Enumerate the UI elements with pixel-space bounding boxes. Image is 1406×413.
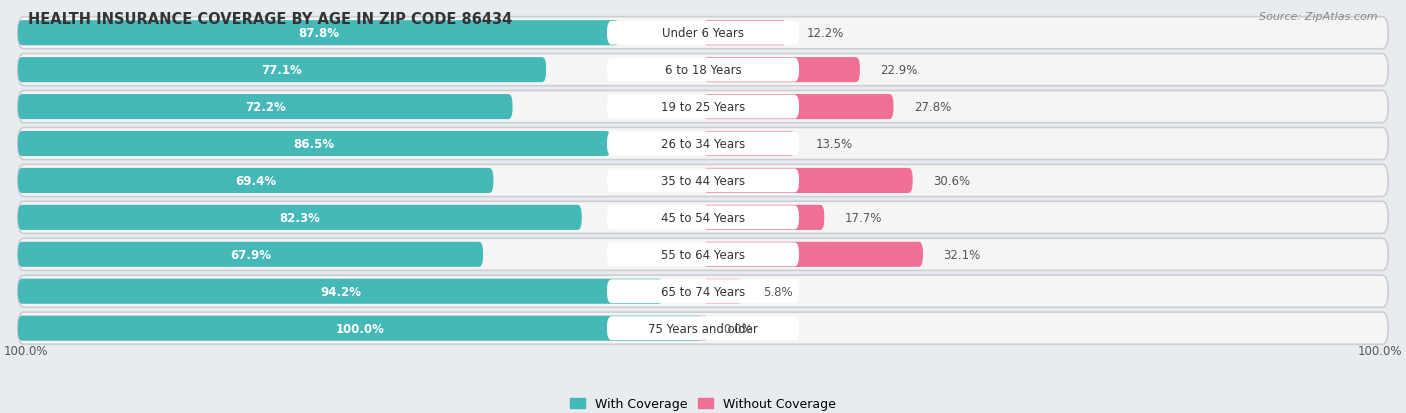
- FancyBboxPatch shape: [607, 243, 799, 266]
- Text: 65 to 74 Years: 65 to 74 Years: [661, 285, 745, 298]
- Text: 30.6%: 30.6%: [934, 175, 970, 188]
- FancyBboxPatch shape: [18, 128, 1388, 160]
- FancyBboxPatch shape: [18, 165, 1388, 197]
- Text: 27.8%: 27.8%: [914, 101, 952, 114]
- Text: 87.8%: 87.8%: [298, 27, 339, 40]
- FancyBboxPatch shape: [18, 132, 610, 157]
- FancyBboxPatch shape: [18, 21, 620, 46]
- FancyBboxPatch shape: [703, 169, 912, 194]
- FancyBboxPatch shape: [18, 205, 582, 230]
- FancyBboxPatch shape: [699, 316, 707, 341]
- FancyBboxPatch shape: [607, 59, 799, 82]
- Text: Under 6 Years: Under 6 Years: [662, 27, 744, 40]
- Text: 82.3%: 82.3%: [280, 211, 321, 224]
- FancyBboxPatch shape: [607, 132, 799, 156]
- FancyBboxPatch shape: [703, 205, 824, 230]
- FancyBboxPatch shape: [18, 95, 513, 120]
- FancyBboxPatch shape: [703, 132, 796, 157]
- FancyBboxPatch shape: [607, 316, 799, 340]
- Text: HEALTH INSURANCE COVERAGE BY AGE IN ZIP CODE 86434: HEALTH INSURANCE COVERAGE BY AGE IN ZIP …: [28, 12, 512, 27]
- Text: 67.9%: 67.9%: [231, 248, 271, 261]
- Text: 19 to 25 Years: 19 to 25 Years: [661, 101, 745, 114]
- FancyBboxPatch shape: [607, 22, 799, 45]
- FancyBboxPatch shape: [18, 202, 1388, 234]
- FancyBboxPatch shape: [607, 169, 799, 193]
- FancyBboxPatch shape: [703, 242, 922, 267]
- Text: 77.1%: 77.1%: [262, 64, 302, 77]
- Legend: With Coverage, Without Coverage: With Coverage, Without Coverage: [565, 392, 841, 413]
- Text: 13.5%: 13.5%: [815, 138, 853, 151]
- FancyBboxPatch shape: [607, 206, 799, 230]
- Text: 55 to 64 Years: 55 to 64 Years: [661, 248, 745, 261]
- Text: 0.0%: 0.0%: [724, 322, 754, 335]
- FancyBboxPatch shape: [703, 95, 893, 120]
- Text: 75 Years and older: 75 Years and older: [648, 322, 758, 335]
- FancyBboxPatch shape: [18, 312, 1388, 344]
- Text: 100.0%: 100.0%: [4, 344, 49, 357]
- Text: Source: ZipAtlas.com: Source: ZipAtlas.com: [1260, 12, 1378, 22]
- Text: 72.2%: 72.2%: [245, 101, 285, 114]
- FancyBboxPatch shape: [18, 275, 1388, 308]
- FancyBboxPatch shape: [607, 95, 799, 119]
- Text: 26 to 34 Years: 26 to 34 Years: [661, 138, 745, 151]
- FancyBboxPatch shape: [18, 18, 1388, 50]
- Text: 69.4%: 69.4%: [235, 175, 276, 188]
- Text: 17.7%: 17.7%: [845, 211, 882, 224]
- Text: 6 to 18 Years: 6 to 18 Years: [665, 64, 741, 77]
- FancyBboxPatch shape: [703, 58, 860, 83]
- Text: 100.0%: 100.0%: [1357, 344, 1402, 357]
- FancyBboxPatch shape: [18, 58, 546, 83]
- FancyBboxPatch shape: [18, 55, 1388, 86]
- Text: 22.9%: 22.9%: [880, 64, 918, 77]
- Text: 86.5%: 86.5%: [294, 138, 335, 151]
- Text: 5.8%: 5.8%: [763, 285, 793, 298]
- FancyBboxPatch shape: [18, 316, 703, 341]
- Text: 100.0%: 100.0%: [336, 322, 385, 335]
- Text: 12.2%: 12.2%: [807, 27, 845, 40]
- FancyBboxPatch shape: [18, 91, 1388, 123]
- FancyBboxPatch shape: [18, 169, 494, 194]
- FancyBboxPatch shape: [703, 279, 742, 304]
- FancyBboxPatch shape: [703, 21, 786, 46]
- Text: 35 to 44 Years: 35 to 44 Years: [661, 175, 745, 188]
- Text: 32.1%: 32.1%: [943, 248, 981, 261]
- Text: 94.2%: 94.2%: [321, 285, 361, 298]
- FancyBboxPatch shape: [18, 242, 484, 267]
- Text: 45 to 54 Years: 45 to 54 Years: [661, 211, 745, 224]
- FancyBboxPatch shape: [18, 239, 1388, 271]
- FancyBboxPatch shape: [607, 280, 799, 304]
- FancyBboxPatch shape: [18, 279, 664, 304]
